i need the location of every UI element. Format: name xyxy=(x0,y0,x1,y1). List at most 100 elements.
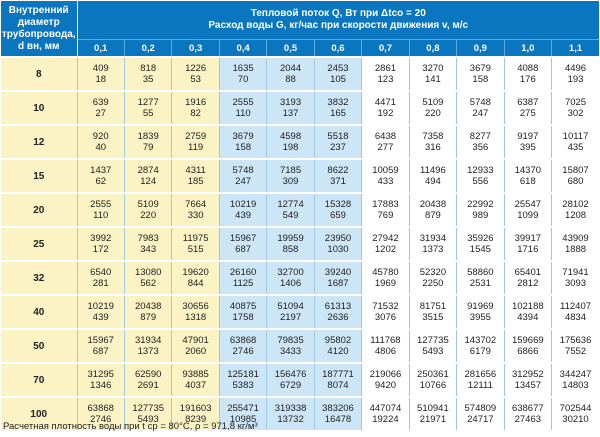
heat-flow-value: 1226 xyxy=(185,63,207,74)
water-flow-value: 30210 xyxy=(562,414,589,425)
water-flow-value: 356 xyxy=(472,142,489,153)
value-cell: 3679 158 xyxy=(218,124,267,159)
heat-flow-value: 27942 xyxy=(372,233,399,244)
value-cell: 26160 1125 xyxy=(218,260,267,295)
water-flow-value: 124 xyxy=(140,176,157,187)
heat-flow-value: 4496 xyxy=(564,63,587,74)
heat-flow-value: 62590 xyxy=(134,369,162,380)
value-cell: 4496 193 xyxy=(551,56,599,91)
value-cell: 1916 82 xyxy=(171,90,220,125)
speed-header-cell: 0,4 xyxy=(218,39,267,57)
value-cell: 127735 5493 xyxy=(408,328,457,363)
heat-flow-value: 818 xyxy=(140,63,157,74)
value-cell: 51094 2197 xyxy=(266,294,315,329)
value-cell: 409 18 xyxy=(76,56,125,91)
heat-flow-value: 22992 xyxy=(467,199,494,210)
table-row: 8 409 18 818 35 1226 53 1635 70 2044 88 2453 105 2861… xyxy=(1,56,599,91)
water-flow-value: 275 xyxy=(519,108,536,119)
value-cell: 9197 395 xyxy=(503,124,552,159)
water-flow-value: 6179 xyxy=(469,346,491,357)
value-cell: 25547 1099 xyxy=(503,192,552,227)
water-flow-value: 1030 xyxy=(327,244,349,255)
water-flow-value: 220 xyxy=(140,210,157,221)
heat-flow-value: 219066 xyxy=(369,369,402,380)
value-cell: 5748 247 xyxy=(218,158,267,193)
value-cell: 2759 119 xyxy=(171,124,220,159)
value-cell: 11975 515 xyxy=(171,226,220,261)
water-flow-value: 2531 xyxy=(469,278,491,289)
water-flow-value: 1545 xyxy=(469,244,491,255)
heat-flow-table-wrap: Внутренний диаметр трубопровода, d вн, м… xyxy=(1,1,599,430)
heat-flow-value: 40875 xyxy=(229,301,257,312)
heat-flow-value: 2453 xyxy=(327,63,349,74)
value-cell: 11496 494 xyxy=(408,158,457,193)
value-cell: 1839 79 xyxy=(123,124,172,159)
table-row: 40 10219 439 20438 879 30656 1318 40875 1758 5109… xyxy=(1,294,599,329)
heat-flow-value: 156476 xyxy=(274,369,307,380)
heat-flow-value: 127735 xyxy=(417,335,449,346)
diameter-cell: 12 xyxy=(1,124,78,159)
value-cell: 7025 302 xyxy=(551,90,599,125)
value-cell: 71941 3093 xyxy=(551,260,599,295)
value-cell: 143702 6179 xyxy=(456,328,505,363)
heat-flow-value: 143702 xyxy=(464,335,497,346)
heat-flow-value: 47901 xyxy=(182,335,209,346)
heat-flow-value: 13080 xyxy=(134,267,162,278)
value-cell: 7664 330 xyxy=(171,192,220,227)
value-cell: 447074 19224 xyxy=(361,396,410,430)
heat-flow-value: 25547 xyxy=(514,199,542,210)
water-flow-value: 989 xyxy=(472,210,489,221)
heat-flow-value: 6438 xyxy=(374,131,397,142)
water-flow-value: 439 xyxy=(235,210,252,221)
value-cell: 187771 8074 xyxy=(313,362,362,397)
water-flow-value: 277 xyxy=(377,142,394,153)
value-cell: 10219 439 xyxy=(218,192,267,227)
water-flow-value: 2691 xyxy=(137,380,159,391)
heat-flow-value: 127735 xyxy=(132,403,165,414)
heat-flow-value: 159669 xyxy=(511,335,544,346)
heat-flow-value: 39917 xyxy=(514,233,542,244)
diameter-column-header: Внутренний диаметр трубопровода, d вн, м… xyxy=(1,1,78,57)
heat-flow-value: 81751 xyxy=(419,301,447,312)
water-flow-value: 556 xyxy=(472,176,489,187)
heat-flow-value: 920 xyxy=(92,131,109,142)
value-cell: 15967 687 xyxy=(218,226,267,261)
value-cell: 5109 220 xyxy=(123,192,172,227)
value-cell: 255471 10985 xyxy=(218,396,267,430)
heat-flow-value: 281656 xyxy=(464,369,497,380)
value-cell: 31934 1373 xyxy=(123,328,172,363)
water-flow-value: 110 xyxy=(235,108,251,119)
diameter-cell: 8 xyxy=(1,56,78,91)
water-flow-value: 79 xyxy=(142,142,154,153)
value-cell: 818 35 xyxy=(123,56,172,91)
heat-flow-value: 2874 xyxy=(137,165,159,176)
water-flow-value: 395 xyxy=(519,142,536,153)
heat-flow-value: 383206 xyxy=(322,403,354,414)
table-row: 100 63868 2746 127735 5493 191603 8239 255471 10… xyxy=(1,396,599,430)
value-cell: 7185 309 xyxy=(266,158,315,193)
water-flow-value: 165 xyxy=(330,108,346,119)
value-cell: 125181 5383 xyxy=(218,362,267,397)
heat-flow-value: 45780 xyxy=(372,267,399,278)
value-cell: 32700 1406 xyxy=(266,260,315,295)
value-cell: 61313 2636 xyxy=(313,294,362,329)
heat-flow-value: 7025 xyxy=(564,97,587,108)
heat-flow-value: 702544 xyxy=(559,403,592,414)
value-cell: 15328 659 xyxy=(313,192,362,227)
heat-flow-value: 187771 xyxy=(322,369,354,380)
table-row: 25 3992 172 7983 343 11975 515 15967 687 19959 858… xyxy=(1,226,599,261)
water-flow-value: 70 xyxy=(237,74,249,85)
water-flow-value: 119 xyxy=(188,142,204,153)
water-flow-value: 10985 xyxy=(229,414,257,425)
table-row: 20 2555 110 5109 220 7664 330 10219 439 12774 549 1… xyxy=(1,192,599,227)
value-cell: 6438 277 xyxy=(361,124,410,159)
heat-flow-title: Тепловой поток Q, Вт при Δtco = 20 xyxy=(250,8,426,19)
heat-flow-value: 35926 xyxy=(467,233,494,244)
water-flow-value: 24717 xyxy=(467,414,494,425)
value-cell: 27942 1202 xyxy=(361,226,410,261)
water-flow-value: 18 xyxy=(95,74,107,85)
heat-flow-value: 7664 xyxy=(185,199,207,210)
heat-flow-value: 79835 xyxy=(277,335,304,346)
speed-header-cell: 0,2 xyxy=(123,39,172,57)
water-flow-value: 53 xyxy=(190,74,201,85)
